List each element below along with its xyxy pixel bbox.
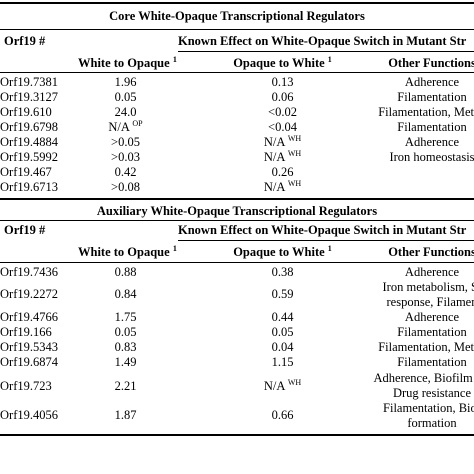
aux-title-rule	[0, 220, 474, 221]
aux-orf-header: Orf19 #	[4, 223, 46, 237]
core-title-rule	[0, 29, 474, 30]
core-orf-header: Orf19 #	[4, 34, 46, 48]
core-header-rule	[0, 72, 474, 73]
top-rule	[0, 2, 474, 4]
core-otw-header: Opaque to White 1	[233, 54, 332, 70]
aux-other-header: Other Functions	[388, 245, 474, 259]
aux-title: Auxiliary White-Opaque Transcriptional R…	[96, 204, 378, 218]
core-known-effect-header: Known Effect on White-Opaque Switch in M…	[178, 34, 467, 48]
aux-wto-header: White to Opaque 1	[78, 243, 177, 259]
aux-known-effect-header: Known Effect on White-Opaque Switch in M…	[178, 223, 467, 237]
bottom-rule	[0, 434, 474, 436]
core-other-header: Other Functions	[388, 56, 474, 70]
core-title: Core White-Opaque Transcriptional Regula…	[109, 9, 365, 23]
aux-otw-header: Opaque to White 1	[233, 243, 332, 259]
core-effect-underline	[178, 51, 474, 52]
aux-header-rule	[0, 262, 474, 263]
aux-effect-underline	[178, 240, 474, 241]
core-wto-header: White to Opaque 1	[78, 54, 177, 70]
aux-top-rule	[0, 198, 474, 200]
